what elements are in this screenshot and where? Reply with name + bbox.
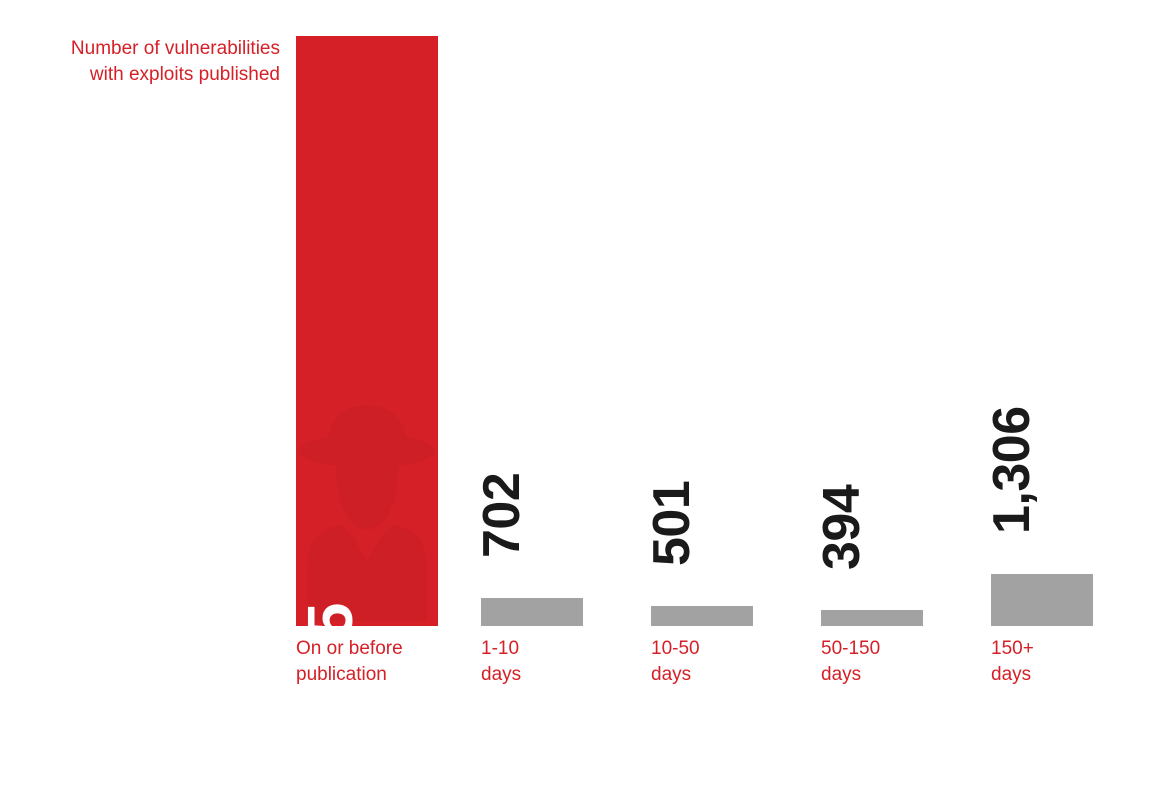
- bar-value-0: 14,845: [293, 603, 367, 796]
- bar-value-4: 1,306: [982, 406, 1042, 534]
- bar-3: 39450-150 days: [821, 610, 923, 626]
- bar-value-3: 394: [812, 485, 872, 570]
- category-label-3: 50-150 days: [821, 636, 880, 687]
- category-label-1: 1-10 days: [481, 636, 521, 687]
- bar-4: 1,306150+ days: [991, 574, 1093, 626]
- bar-0: 14,845On or before publication: [296, 36, 438, 626]
- bar-1: 7021-10 days: [481, 598, 583, 626]
- bar-value-2: 501: [642, 481, 702, 566]
- bar-2: 50110-50 days: [651, 606, 753, 626]
- y-axis-label: Number of vulnerabilities with exploits …: [30, 36, 280, 87]
- category-label-0: On or before publication: [296, 636, 403, 687]
- bar-value-1: 702: [472, 473, 532, 558]
- bars-area: 14,845On or before publication 7021-10 da…: [296, 36, 1136, 626]
- spy-icon: [293, 394, 442, 626]
- vulnerability-timing-bar-chart: Number of vulnerabilities with exploits …: [296, 36, 1136, 626]
- category-label-4: 150+ days: [991, 636, 1034, 687]
- category-label-2: 10-50 days: [651, 636, 700, 687]
